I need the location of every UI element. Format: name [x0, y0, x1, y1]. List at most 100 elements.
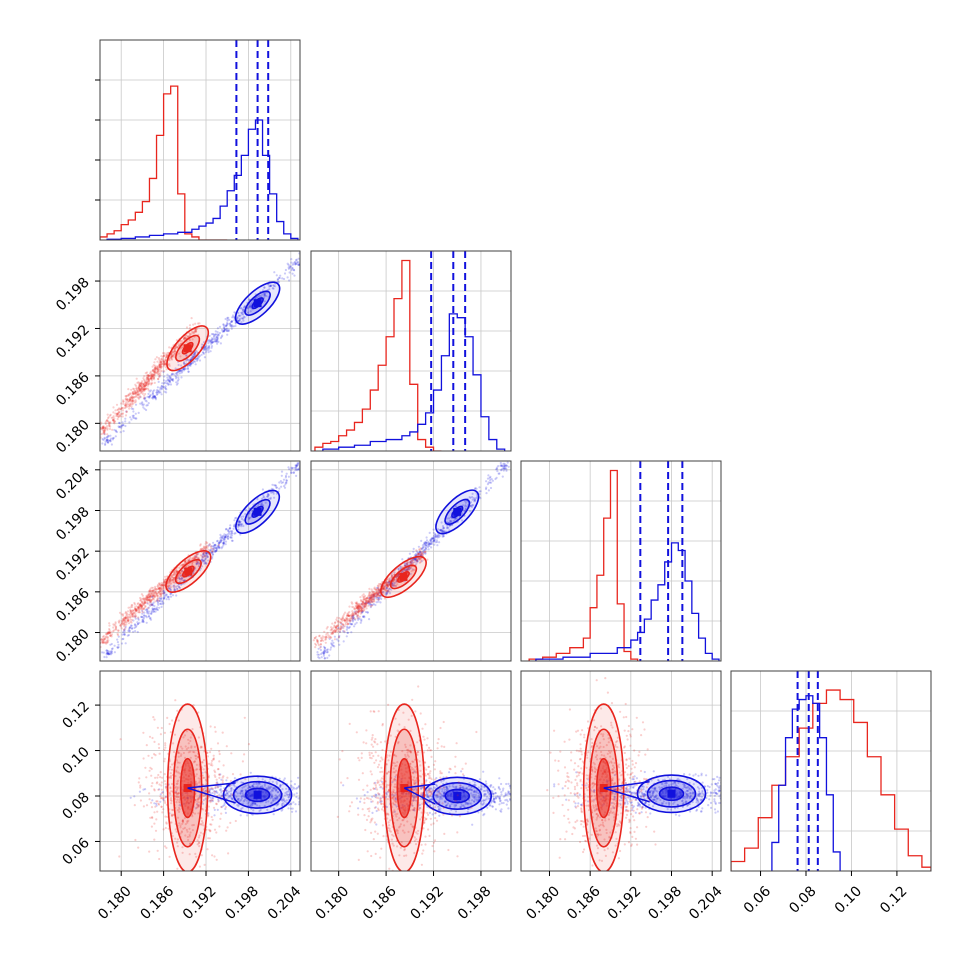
blue-sample-point: [297, 468, 300, 471]
red-sample-point: [152, 368, 155, 371]
red-sample-point: [384, 587, 387, 591]
red-sample-point: [354, 604, 357, 607]
red-sample-point: [357, 615, 360, 618]
red-sample-point: [146, 375, 150, 378]
blue-sample-point: [173, 586, 176, 589]
blue-sample-point: [432, 537, 435, 540]
blue-sample-point: [167, 378, 170, 381]
blue-sample-point: [220, 794, 223, 797]
red-sample-point: [127, 619, 130, 623]
red-sample-point: [147, 374, 151, 377]
blue-sample-point: [180, 577, 183, 580]
red-sample-point: [125, 617, 128, 620]
red-sample-point: [159, 590, 162, 593]
blue-sample-point: [352, 615, 355, 618]
red-sample-point: [155, 592, 158, 595]
red-sample-point: [145, 776, 148, 779]
blue-sample-point: [176, 379, 179, 382]
red-sample-point: [363, 605, 366, 609]
blue-sample-point: [246, 802, 249, 805]
blue-sample-point: [346, 631, 349, 634]
red-sample-point: [415, 560, 418, 563]
red-sample-point: [160, 587, 163, 590]
red-sample-point: [321, 635, 324, 638]
blue-sample-point: [307, 796, 309, 798]
blue-sample-point: [291, 267, 294, 270]
red-sample-point: [133, 606, 136, 609]
blue-sample-point: [227, 316, 230, 319]
blue-sample-point: [112, 436, 115, 440]
red-sample-point: [128, 404, 132, 407]
red-sample-point: [153, 370, 156, 373]
red-sample-point: [160, 361, 163, 364]
red-sample-point: [201, 821, 204, 825]
red-sample-point: [157, 372, 160, 375]
red-sample-point: [145, 371, 149, 374]
blue-sample-point: [237, 523, 240, 526]
blue-sample-point: [295, 468, 298, 471]
blue-sample-point: [242, 795, 245, 798]
blue-sample-point: [272, 491, 275, 494]
red-sample-point: [168, 580, 171, 583]
blue-sample-point: [301, 802, 303, 804]
red-sample-point: [368, 598, 371, 601]
blue-sample-point: [424, 547, 427, 550]
red-sample-point: [314, 646, 317, 649]
blue-sample-point: [163, 597, 166, 600]
blue-sample-point: [354, 618, 357, 621]
red-sample-point: [140, 388, 144, 391]
blue-sample-point: [414, 559, 417, 562]
red-sample-point: [183, 826, 186, 830]
red-sample-point: [162, 584, 165, 587]
blue-sample-point: [473, 500, 476, 503]
blue-sample-point: [155, 608, 158, 611]
red-sample-point: [105, 419, 109, 422]
blue-sample-point: [142, 406, 145, 409]
blue-sample-point: [160, 596, 163, 599]
red-sample-point: [125, 621, 128, 624]
red-sample-point: [203, 546, 206, 550]
red-sample-point: [153, 374, 156, 377]
blue-sample-point: [168, 379, 171, 382]
blue-sample-point: [101, 437, 104, 441]
red-sample-point: [334, 621, 337, 624]
blue-sample-point: [235, 516, 238, 520]
red-sample-point: [193, 751, 196, 754]
blue-sample-point: [350, 631, 353, 634]
blue-sample-point: [244, 798, 247, 801]
blue-sample-point: [121, 633, 124, 636]
red-sample-point: [133, 601, 136, 605]
red-sample-point: [148, 595, 152, 598]
red-sample-point: [358, 605, 361, 608]
blue-sample-point: [237, 523, 240, 526]
blue-sample-point: [133, 795, 136, 798]
blue-sample-point: [474, 486, 477, 490]
blue-sample-point: [225, 323, 228, 326]
blue-sample-point: [504, 458, 506, 460]
blue-sample-point: [281, 804, 284, 807]
red-sample-point: [324, 641, 327, 644]
blue-sample-point: [474, 499, 477, 502]
red-sample-point: [373, 586, 376, 589]
red-sample-point: [164, 358, 167, 361]
red-sample-point: [149, 372, 152, 375]
red-sample-point: [203, 548, 206, 551]
red-sample-point: [363, 594, 367, 598]
red-sample-point: [357, 608, 360, 611]
blue-sample-point: [229, 524, 232, 527]
blue-sample-point: [176, 587, 179, 590]
red-sample-point: [149, 370, 152, 373]
red-sample-point: [136, 381, 139, 384]
red-sample-point: [162, 359, 165, 362]
blue-sample-point: [228, 532, 231, 535]
blue-sample-point: [169, 593, 172, 596]
blue-sample-point: [214, 787, 217, 790]
blue-sample-point: [285, 479, 288, 482]
red-sample-point: [109, 630, 112, 634]
blue-sample-point: [227, 790, 231, 793]
red-sample-point: [171, 809, 175, 812]
blue-sample-point: [189, 358, 192, 361]
red-sample-point: [101, 427, 104, 430]
blue-sample-point: [248, 298, 251, 301]
red-sample-point: [139, 603, 142, 607]
